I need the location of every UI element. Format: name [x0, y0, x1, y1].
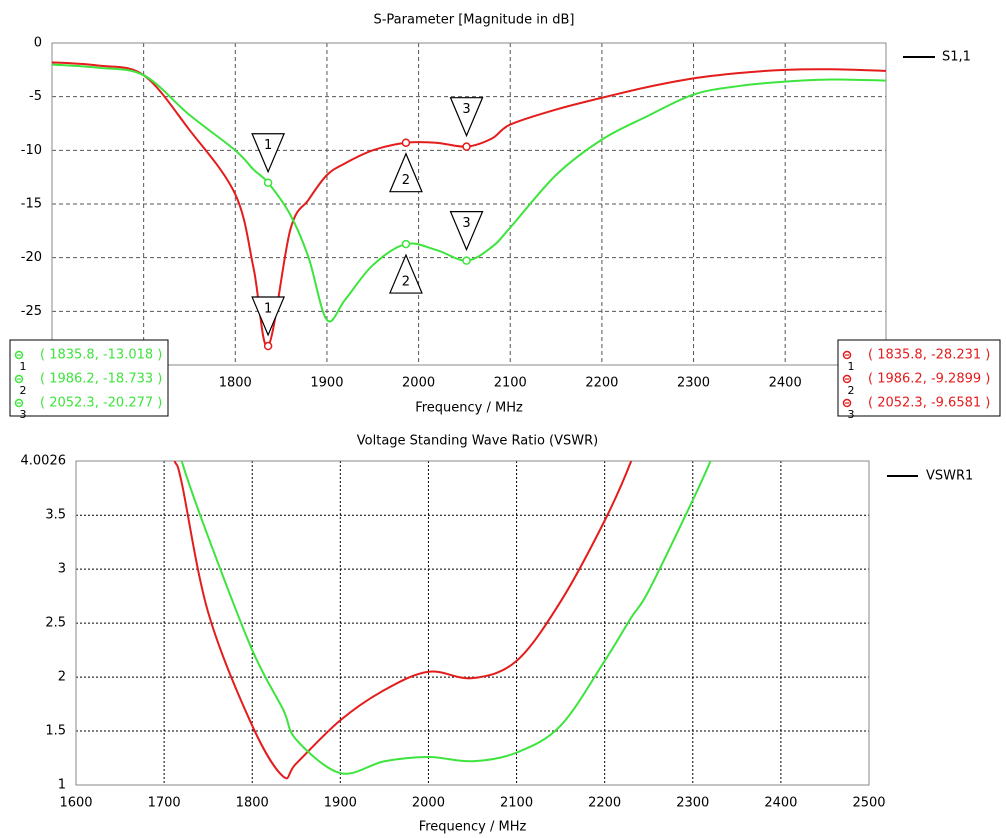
marker-triangle	[449, 211, 484, 252]
marker-point	[462, 142, 471, 151]
x-tick-label: 1900	[324, 796, 357, 811]
marker-box-label: ( 2052.3, -9.6581 )	[868, 396, 990, 411]
y-tick-label: 4.0026	[21, 454, 67, 469]
marker-icon	[842, 374, 852, 384]
series-line	[180, 461, 712, 775]
x-tick-label: 2300	[676, 796, 709, 811]
x-tick-label: 2400	[769, 376, 802, 391]
y-tick-label: 2.5	[45, 616, 66, 631]
x-tick-label: 1800	[236, 796, 269, 811]
marker-id: 2	[402, 173, 410, 188]
y-tick-label: -15	[21, 197, 42, 212]
marker-point	[263, 341, 273, 351]
legend-label: VSWR1	[926, 469, 973, 484]
marker-box-label: ( 1835.8, -13.018 )	[40, 348, 162, 363]
marker-triangle	[389, 253, 423, 294]
series-line	[173, 461, 633, 780]
marker-box	[9, 339, 169, 417]
marker-box-id: 2	[848, 384, 855, 397]
marker-box-id: 1	[20, 360, 27, 373]
x-tick-label: 2000	[402, 376, 435, 391]
y-tick-label: 0	[34, 36, 42, 51]
y-tick-label: 2	[58, 670, 66, 685]
x-tick-label: 2000	[412, 796, 445, 811]
chart-title: S-Parameter [Magnitude in dB]	[373, 13, 574, 28]
marker-id: 2	[402, 275, 410, 290]
marker-box	[837, 339, 1001, 417]
x-tick-label: 2100	[500, 796, 533, 811]
marker-triangle	[449, 97, 484, 138]
marker-triangle	[389, 152, 423, 193]
x-tick-label: 2200	[588, 796, 621, 811]
marker-icon	[14, 374, 24, 384]
marker-id: 3	[462, 216, 470, 231]
x-tick-label: 2100	[494, 376, 527, 391]
marker-point	[401, 239, 411, 249]
marker-point	[401, 138, 411, 147]
y-tick-label: -25	[21, 304, 42, 319]
x-tick-label: 1700	[148, 796, 181, 811]
y-tick-label: -5	[29, 89, 42, 104]
marker-icon	[14, 398, 24, 408]
x-axis-label: Frequency / MHz	[415, 401, 523, 416]
marker-icon	[842, 350, 852, 360]
y-tick-label: -20	[21, 250, 42, 265]
x-tick-label: 2200	[585, 376, 618, 391]
plot-border	[51, 42, 887, 366]
x-tick-label: 1600	[59, 796, 92, 811]
chart-title: Voltage Standing Wave Ratio (VSWR)	[357, 434, 598, 449]
marker-point	[462, 256, 471, 265]
marker-icon	[14, 350, 24, 360]
marker-triangle	[251, 133, 286, 174]
legend-label: S1,1	[942, 50, 971, 65]
marker-point	[263, 178, 273, 187]
marker-id: 3	[462, 102, 470, 117]
marker-icon	[842, 398, 852, 408]
x-tick-label: 2400	[764, 796, 797, 811]
marker-box-label: ( 2052.3, -20.277 )	[40, 396, 162, 411]
marker-box-id: 3	[20, 408, 27, 421]
marker-id: 1	[264, 302, 272, 317]
x-tick-label: 1900	[310, 376, 343, 391]
y-tick-label: 1.5	[45, 724, 66, 739]
x-axis-label: Frequency / MHz	[419, 820, 527, 835]
marker-box-label: ( 1986.2, -18.733 )	[40, 372, 162, 387]
marker-box-id: 1	[848, 360, 855, 373]
marker-triangle	[251, 296, 286, 337]
y-tick-label: 3.5	[45, 508, 66, 523]
marker-box-id: 2	[20, 384, 27, 397]
marker-id: 1	[264, 138, 272, 153]
x-tick-label: 2300	[677, 376, 710, 391]
marker-box-label: ( 1835.8, -28.231 )	[868, 348, 990, 363]
marker-box-label: ( 1986.2, -9.2899 )	[868, 372, 990, 387]
plot-border	[75, 460, 870, 786]
y-tick-label: 3	[58, 562, 66, 577]
marker-box-id: 3	[848, 408, 855, 421]
x-tick-label: 1800	[219, 376, 252, 391]
x-tick-label: 2500	[852, 796, 885, 811]
series-line	[52, 61, 886, 348]
y-tick-label: 1	[58, 778, 66, 793]
y-tick-label: -10	[21, 143, 42, 158]
